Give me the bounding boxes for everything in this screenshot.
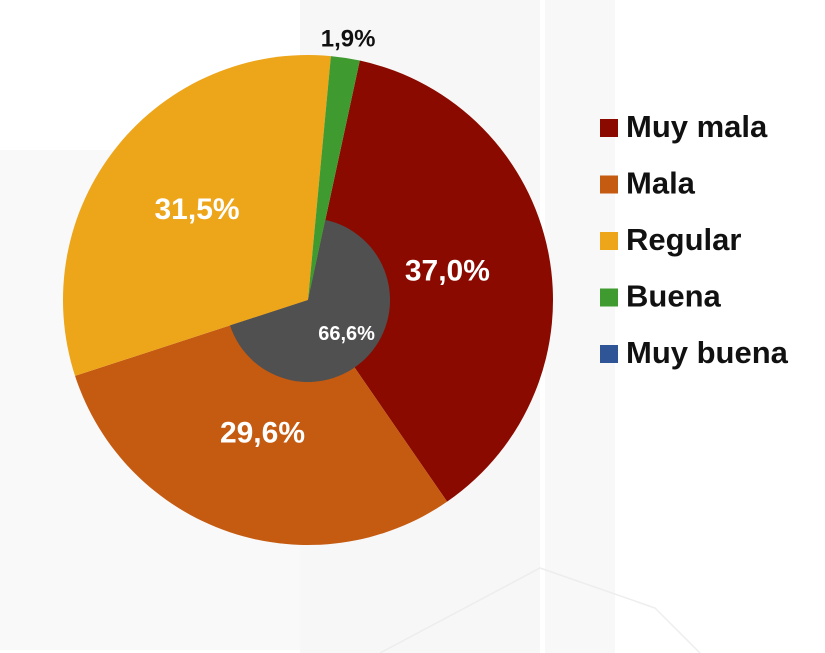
data-label: 37,0% <box>405 254 490 287</box>
legend-label: Muy buena <box>626 335 789 370</box>
data-label: 1,9% <box>321 25 376 52</box>
inner-wedge <box>230 219 391 382</box>
legend-label: Buena <box>626 279 722 314</box>
pie-slice <box>75 300 448 545</box>
watermark-line <box>379 567 701 653</box>
legend-swatch <box>600 288 618 307</box>
inner-label: 66,6% <box>318 323 375 345</box>
legend-swatch <box>600 345 618 363</box>
legend: Muy mala Mala Regular Buena Muy buena <box>600 109 789 370</box>
legend-swatch <box>600 232 618 250</box>
legend-swatch <box>600 119 618 137</box>
pie: 66,6% 37,0% 29,6% 31,5% 1,9% <box>62 25 553 545</box>
pie-slice <box>62 54 331 376</box>
data-label: 29,6% <box>220 417 305 450</box>
legend-label: Mala <box>626 166 696 201</box>
watermark-shape <box>545 0 615 653</box>
pie-slice <box>308 60 553 502</box>
legend-swatch <box>600 175 618 194</box>
legend-label: Muy mala <box>626 109 768 144</box>
pie-slice <box>308 56 360 300</box>
legend-label: Regular <box>626 222 741 257</box>
data-label: 31,5% <box>154 193 239 226</box>
